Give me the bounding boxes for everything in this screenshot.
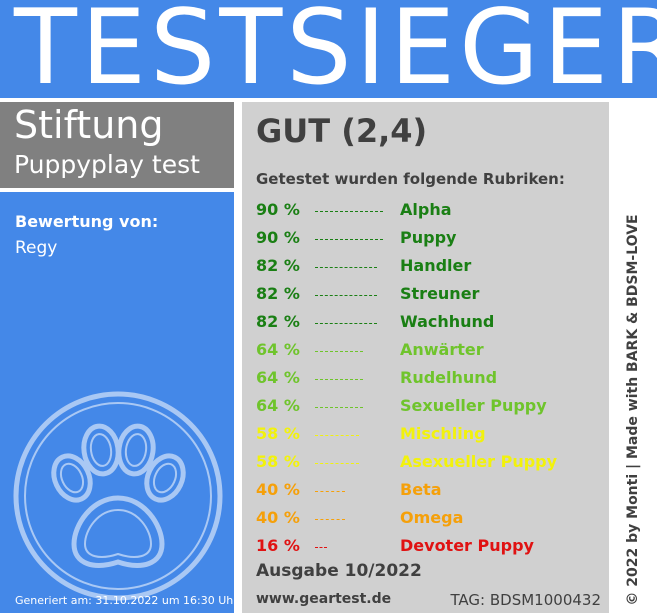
category-percent: 90 % — [256, 228, 300, 247]
category-score-bar — [315, 407, 363, 408]
category-name: Asexueller Puppy — [400, 452, 558, 471]
category-name: Puppy — [400, 228, 457, 247]
paw-print-icon — [13, 391, 223, 601]
organization-box: Stiftung Puppyplay test — [0, 102, 234, 188]
categories-intro: Getestet wurden folgende Rubriken: — [256, 170, 565, 188]
category-name: Wachhund — [400, 312, 495, 331]
divider-vertical — [234, 98, 242, 613]
category-score-bar — [315, 491, 345, 492]
left-column: Stiftung Puppyplay test Bewertung von: R… — [0, 102, 238, 613]
category-row: 58 % Asexueller Puppy — [242, 452, 609, 476]
organization-name: Stiftung — [14, 103, 164, 147]
category-row: 64 % Rudelhund — [242, 368, 609, 392]
category-row: 40 % Beta — [242, 480, 609, 504]
category-row: 90 % Puppy — [242, 228, 609, 252]
category-name: Omega — [400, 508, 464, 527]
category-score-bar — [315, 239, 383, 240]
overall-grade: GUT (2,4) — [256, 112, 428, 150]
category-name: Mischling — [400, 424, 486, 443]
banner: TESTSIEGER — [0, 0, 657, 98]
category-percent: 64 % — [256, 396, 300, 415]
category-percent: 40 % — [256, 480, 300, 499]
category-name: Sexueller Puppy — [400, 396, 547, 415]
category-name: Handler — [400, 256, 472, 275]
category-name: Rudelhund — [400, 368, 498, 387]
category-row: 16 % Devoter Puppy — [242, 536, 609, 560]
divider-top — [0, 98, 614, 102]
website-link[interactable]: www.geartest.de — [256, 591, 392, 607]
category-name: Devoter Puppy — [400, 536, 534, 555]
category-percent: 64 % — [256, 368, 300, 387]
category-percent: 40 % — [256, 508, 300, 527]
category-percent: 82 % — [256, 256, 300, 275]
category-row: 82 % Streuner — [242, 284, 609, 308]
category-name: Anwärter — [400, 340, 484, 359]
category-row: 58 % Mischling — [242, 424, 609, 448]
copyright-text: © 2022 by Monti | Made with BARK & BDSM-… — [625, 214, 641, 606]
category-name: Beta — [400, 480, 442, 499]
side-strip — [609, 98, 657, 613]
category-row: 82 % Wachhund — [242, 312, 609, 336]
rater-name: Regy — [15, 238, 58, 258]
category-score-bar — [315, 463, 359, 464]
organization-subtitle: Puppyplay test — [14, 150, 200, 179]
banner-title: TESTSIEGER — [14, 0, 657, 98]
generated-timestamp: Generiert am: 31.10.2022 um 16:30 Uhr — [15, 594, 238, 607]
category-percent: 82 % — [256, 312, 300, 331]
category-row: 40 % Omega — [242, 508, 609, 532]
rater-label: Bewertung von: — [15, 212, 159, 231]
results-panel: GUT (2,4) Getestet wurden folgende Rubri… — [242, 102, 609, 613]
category-row: 82 % Handler — [242, 256, 609, 280]
category-score-bar — [315, 519, 345, 520]
tag-code: TAG: BDSM1000432 — [450, 591, 601, 609]
category-score-bar — [315, 295, 377, 296]
category-score-bar — [315, 379, 363, 380]
category-row: 90 % Alpha — [242, 200, 609, 224]
category-percent: 90 % — [256, 200, 300, 219]
category-score-bar — [315, 435, 359, 436]
category-row: 64 % Anwärter — [242, 340, 609, 364]
category-score-bar — [315, 547, 327, 548]
category-percent: 82 % — [256, 284, 300, 303]
category-percent: 58 % — [256, 452, 300, 471]
category-percent: 16 % — [256, 536, 300, 555]
category-name: Streuner — [400, 284, 480, 303]
category-percent: 58 % — [256, 424, 300, 443]
issue-label: Ausgabe 10/2022 — [256, 561, 422, 581]
category-percent: 64 % — [256, 340, 300, 359]
category-score-bar — [315, 267, 377, 268]
category-score-bar — [315, 351, 363, 352]
category-score-bar — [315, 323, 377, 324]
divider-left — [0, 188, 234, 192]
category-row: 64 % Sexueller Puppy — [242, 396, 609, 420]
category-name: Alpha — [400, 200, 452, 219]
category-score-bar — [315, 211, 383, 212]
